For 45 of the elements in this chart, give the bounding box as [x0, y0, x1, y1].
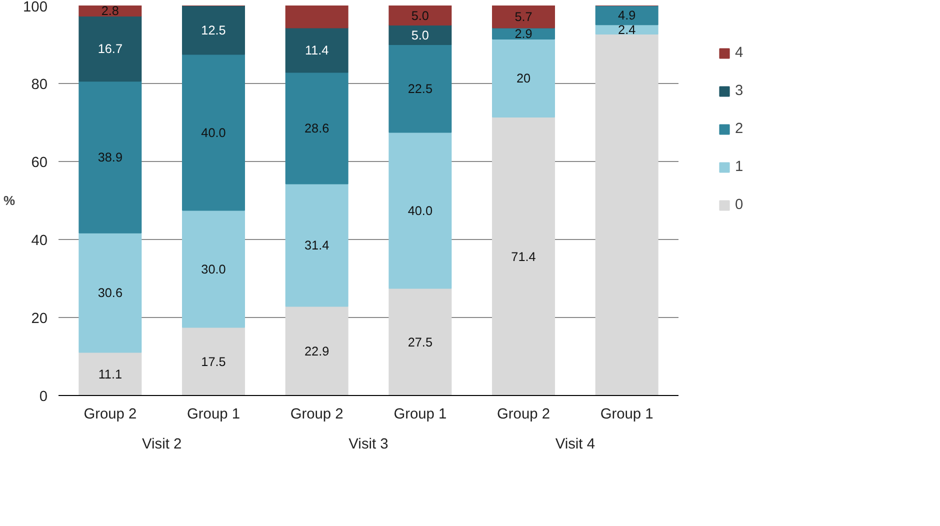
y-tick-label: 0	[39, 389, 48, 405]
y-tick-label: 60	[31, 155, 48, 171]
legend-label: 3	[735, 83, 744, 99]
legend-label: 0	[735, 197, 744, 213]
data-label: 20	[516, 72, 531, 86]
y-tick-label: 40	[31, 233, 48, 249]
data-label: 22.5	[408, 82, 432, 96]
data-label: 2.8	[101, 4, 119, 18]
x-tick-label: Group 1	[394, 406, 447, 422]
x-tick-label: Group 1	[187, 406, 240, 422]
data-label: 22.9	[304, 344, 330, 358]
data-label: 12.5	[201, 23, 226, 38]
data-label: 28.6	[304, 121, 330, 136]
y-tick-label: 20	[31, 311, 48, 327]
data-label: 17.5	[201, 354, 226, 369]
data-label: 30.0	[201, 262, 226, 276]
text: Visit 3	[348, 436, 388, 452]
data-label: 2.4	[618, 22, 636, 37]
data-label: 40.0	[408, 204, 432, 218]
data-label: 38.9	[98, 150, 122, 165]
legend-label: 2	[735, 121, 744, 137]
x-tick-label: Group 1	[600, 406, 654, 422]
data-label: 11.4	[304, 43, 329, 58]
data-label: 11.1	[98, 367, 122, 382]
data-label: 27.5	[408, 335, 432, 350]
data-label: 5.0	[411, 8, 429, 23]
text: Visit 4	[555, 436, 595, 452]
data-label: 4.9	[618, 8, 636, 23]
data-label: 16.7	[98, 42, 122, 56]
legend-label: 4	[735, 45, 744, 61]
x-tick-label: Group 2	[497, 406, 550, 422]
data-label: 31.4	[304, 238, 330, 252]
y-tick-label: 100	[23, 0, 48, 16]
data-label: 2.9	[514, 26, 532, 41]
data-label: 5.0	[411, 28, 429, 42]
data-label: 30.6	[98, 286, 122, 300]
y-axis-title: %	[3, 193, 16, 208]
data-label: 71.4	[511, 250, 536, 264]
text: Visit 2	[142, 436, 182, 452]
x-tick-label: Group 2	[84, 406, 137, 422]
y-tick-label: 80	[31, 77, 48, 93]
legend-label: 1	[735, 159, 744, 175]
data-label: 40.0	[201, 126, 226, 140]
x-tick-label: Group 2	[290, 406, 344, 422]
data-label: 5.7	[514, 10, 532, 24]
